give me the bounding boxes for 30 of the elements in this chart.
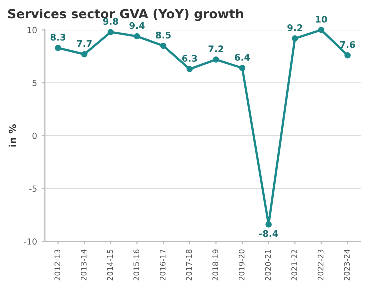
data-label: 9.4 (130, 22, 145, 30)
data-label: 7.6 (340, 41, 356, 48)
point (160, 42, 167, 50)
y-tick-label: -10 (24, 238, 37, 245)
data-label: 8.5 (156, 32, 171, 39)
point (266, 222, 272, 228)
y-tick-label: 5 (32, 80, 37, 86)
point (186, 66, 194, 72)
point (134, 33, 140, 40)
y-tick-label: -5 (30, 186, 37, 192)
data-label: -8.4 (259, 230, 278, 238)
point (55, 45, 62, 52)
point (318, 27, 325, 34)
point (292, 36, 298, 42)
point (81, 51, 88, 58)
data-label: 9.2 (288, 24, 302, 32)
data-label: 8.3 (50, 34, 66, 41)
point (213, 56, 220, 63)
data-label: 7.2 (208, 46, 224, 52)
data-label: 7.7 (77, 40, 92, 48)
y-tick-label: 10 (28, 27, 37, 34)
point (239, 65, 246, 72)
point (344, 52, 351, 59)
data-label: 6.3 (182, 55, 198, 62)
data-label: 6.4 (235, 54, 250, 61)
data-label: 9.8 (103, 18, 118, 26)
y-axis-title: in % (8, 124, 16, 147)
point (108, 29, 114, 36)
y-tick-label: 0 (32, 132, 37, 140)
data-label: 10 (316, 16, 328, 23)
